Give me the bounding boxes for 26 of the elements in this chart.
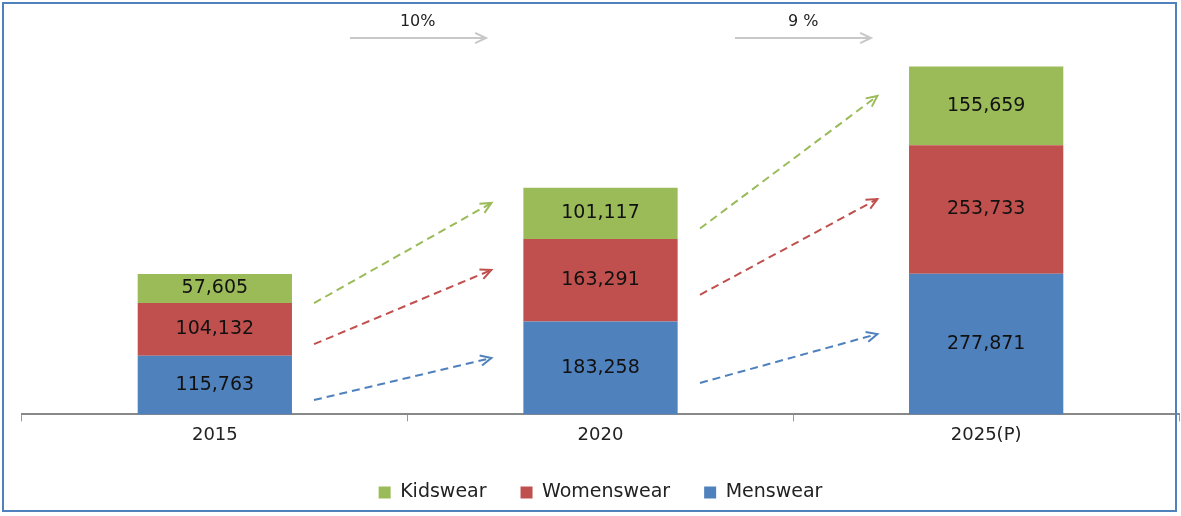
legend-label: Menswear (725, 479, 823, 502)
data-label: 57,605 (181, 275, 249, 298)
bar (137, 303, 292, 356)
x-tick-label: 2015 (191, 422, 238, 444)
legend-label: Kidswear (400, 479, 487, 502)
x-tick-label: 2025(P) (950, 422, 1022, 444)
data-label: 155,659 (946, 92, 1026, 115)
x-tick-label: 2020 (577, 422, 624, 444)
text: 10% (399, 11, 436, 31)
bar (909, 145, 1064, 274)
data-label: 277,871 (946, 331, 1026, 353)
bar (137, 273, 292, 304)
bar (909, 66, 1064, 146)
data-label: 104,132 (175, 316, 255, 339)
bar (909, 273, 1064, 415)
data-label: 101,117 (561, 200, 640, 223)
text: 9 % (788, 11, 819, 31)
data-label: 115,763 (175, 372, 255, 395)
legend-label: Womenswear (542, 479, 671, 502)
bar (523, 321, 678, 415)
bar (523, 187, 678, 239)
data-label: 183,258 (561, 354, 640, 377)
data-label: 253,733 (946, 196, 1026, 219)
bar (137, 355, 292, 415)
bar (523, 238, 678, 322)
data-label: 163,291 (561, 267, 640, 290)
